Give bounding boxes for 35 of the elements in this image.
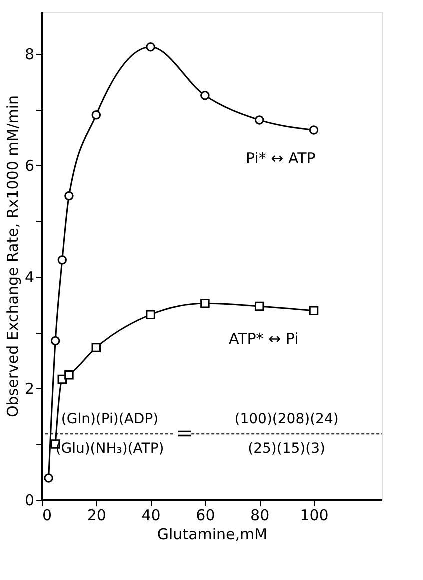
x-tick-label: 60 (196, 506, 216, 524)
point (58, 256, 68, 265)
annotation: (100)(208)(24) (234, 411, 339, 428)
point (64, 370, 74, 380)
annotation: (Glu)(NH₃)(ATP) (56, 440, 164, 457)
x-tick-label: 40 (142, 506, 161, 524)
point (200, 91, 210, 100)
point (200, 299, 210, 308)
y-tick-label: 0 (24, 492, 34, 510)
point (254, 302, 264, 312)
x-tick-label: 80 (250, 506, 270, 524)
y-tick-label: 8 (24, 45, 34, 64)
x-axis-title: Glutamine,mM (157, 526, 268, 544)
point (254, 116, 264, 125)
y-tick-label: 2 (24, 380, 34, 398)
point (50, 336, 60, 346)
y-tick-label: 4 (24, 268, 34, 286)
annotation: (25)(15)(3) (248, 440, 326, 457)
y-axis-title: Observed Exchange Rate, Rx1000 mM/min (4, 95, 22, 418)
series-label: ATP* ↔ Pi (229, 330, 299, 348)
point (309, 126, 319, 135)
point (64, 191, 74, 201)
x-tick-label: 100 (300, 506, 329, 524)
annotation: = (176, 421, 194, 446)
point (309, 306, 319, 316)
annotation: (Gln)(Pi)(ADP) (61, 411, 159, 428)
point (146, 310, 156, 320)
point (146, 42, 156, 52)
point (92, 343, 102, 352)
y-tick-label: 6 (24, 156, 34, 175)
x-tick-label: 20 (87, 506, 106, 524)
series-label: Pi* ↔ ATP (246, 149, 316, 168)
x-tick-label: 0 (42, 506, 52, 524)
point (92, 110, 102, 120)
point (44, 474, 54, 483)
